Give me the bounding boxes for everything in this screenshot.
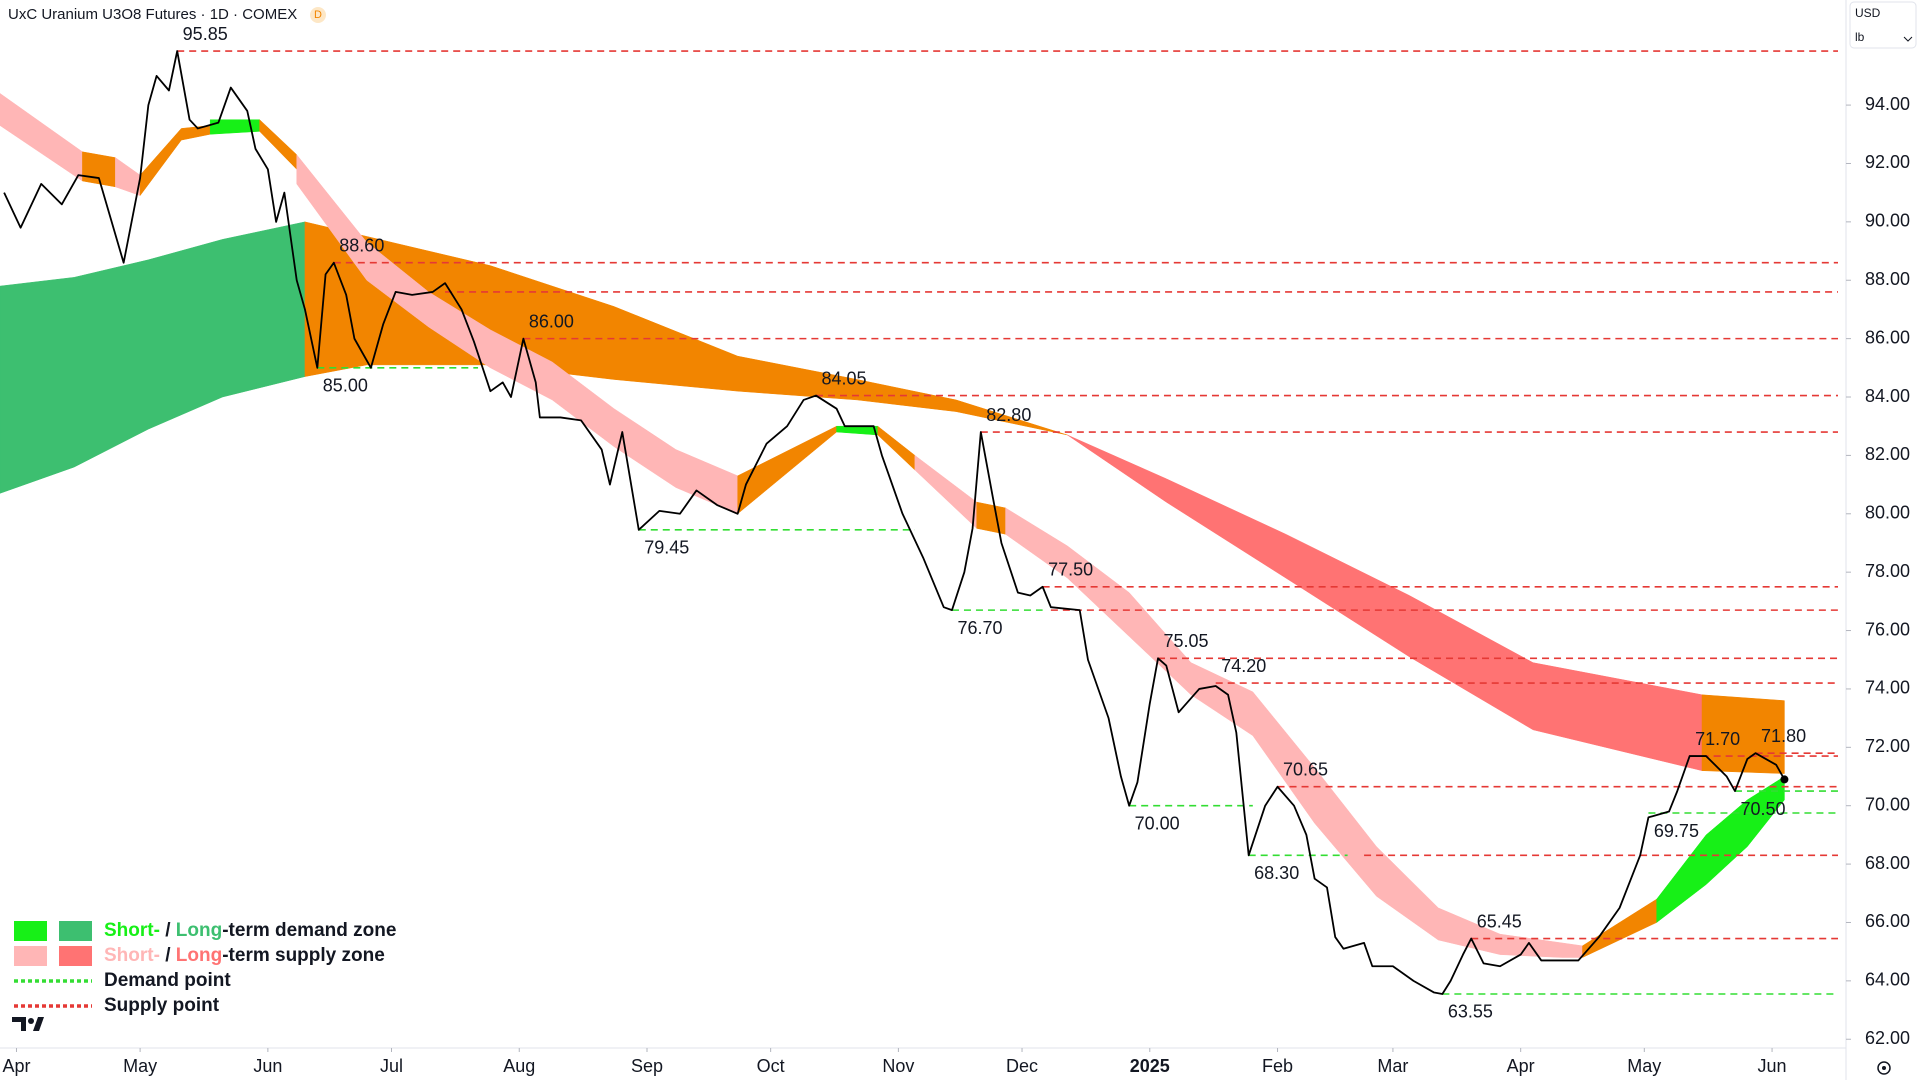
legend-part: Long xyxy=(176,945,222,966)
x-tick-label: 2025 xyxy=(1130,1056,1170,1076)
legend-part: Supply point xyxy=(104,995,220,1016)
zone-overlap xyxy=(139,125,211,197)
legend-part: Demand point xyxy=(104,970,231,991)
legend-part: Short- xyxy=(104,920,160,941)
currency[interactable]: USD xyxy=(1855,6,1881,20)
demand-point-label: 69.75 xyxy=(1654,821,1699,841)
tv-logo xyxy=(12,1017,44,1031)
legend-swatch xyxy=(14,946,47,966)
demand-point-label: 63.55 xyxy=(1448,1002,1493,1022)
x-tick-label: Oct xyxy=(757,1056,785,1076)
legend-part: Long xyxy=(176,920,222,941)
zone-long-supply xyxy=(1067,434,1703,771)
supply-point-label: 95.85 xyxy=(183,24,228,44)
legend-text: Short- / Long-term demand zone xyxy=(104,920,396,941)
legend-part: / xyxy=(160,920,176,941)
y-tick-label: 66.00 xyxy=(1865,911,1910,931)
x-tick-label: May xyxy=(1627,1056,1661,1076)
supply-point-label: 86.00 xyxy=(529,311,574,331)
unit[interactable]: lb xyxy=(1855,30,1865,44)
y-tick-label: 62.00 xyxy=(1865,1028,1910,1048)
supply-point-label: 75.05 xyxy=(1163,631,1208,651)
zone-overlap xyxy=(877,425,916,471)
last-price-dot xyxy=(1780,775,1789,784)
demand-point-label: 85.00 xyxy=(323,376,368,396)
x-tick-label: Sep xyxy=(631,1056,663,1076)
zone-long-demand xyxy=(0,221,306,494)
demand-point-label: 79.45 xyxy=(644,538,689,558)
zone-short-demand xyxy=(836,425,879,436)
legend-part: Short- xyxy=(104,945,160,966)
supply-point-label: 65.45 xyxy=(1477,911,1522,931)
demand-point-label: 68.30 xyxy=(1254,863,1299,883)
zone-short-demand xyxy=(1656,776,1785,923)
x-tick-label: Jul xyxy=(380,1056,403,1076)
badge-bg xyxy=(310,7,326,23)
dropdown-arrow xyxy=(1903,36,1913,42)
y-tick-label: 88.00 xyxy=(1865,269,1910,289)
legend-part: -term demand zone xyxy=(222,920,396,941)
zone-short-supply xyxy=(115,157,141,196)
x-tick-label: Nov xyxy=(882,1056,914,1076)
y-tick-label: 94.00 xyxy=(1865,94,1910,114)
zone-overlap xyxy=(976,501,1006,535)
y-tick-label: 92.00 xyxy=(1865,152,1910,172)
supply-point-label: 71.70 xyxy=(1695,729,1740,749)
y-tick-label: 74.00 xyxy=(1865,678,1910,698)
y-tick-label: 84.00 xyxy=(1865,386,1910,406)
legend-part: -term supply zone xyxy=(222,945,385,966)
legend-text: Short- / Long-term supply zone xyxy=(104,945,385,966)
x-tick-label: Apr xyxy=(1507,1056,1535,1076)
zone-short-supply xyxy=(0,93,83,182)
zone-short-supply xyxy=(914,454,977,529)
legend-part: / xyxy=(160,945,176,966)
unit-selector[interactable] xyxy=(1849,1,1917,49)
x-tick-label: Feb xyxy=(1262,1056,1293,1076)
legend-swatch xyxy=(59,921,92,941)
x-tick-label: Dec xyxy=(1006,1056,1038,1076)
y-tick-label: 80.00 xyxy=(1865,503,1910,523)
legend-swatch xyxy=(59,946,92,966)
x-tick-label: Mar xyxy=(1377,1056,1408,1076)
demand-point-label: 76.70 xyxy=(957,618,1002,638)
y-tick-label: 76.00 xyxy=(1865,619,1910,639)
chart-title: UxC Uranium U3O8 Futures · 1D · COMEX xyxy=(8,6,297,23)
zone-overlap xyxy=(259,119,297,170)
plot-area xyxy=(0,50,1838,995)
badge: D xyxy=(314,9,322,21)
settings-icon[interactable] xyxy=(1877,1061,1891,1075)
x-tick-label: Jun xyxy=(253,1056,282,1076)
y-tick-label: 72.00 xyxy=(1865,736,1910,756)
x-tick-label: Aug xyxy=(503,1056,535,1076)
y-tick-label: 64.00 xyxy=(1865,970,1910,990)
legend-text: Supply point xyxy=(104,995,220,1016)
supply-point-label: 71.80 xyxy=(1761,726,1806,746)
zone-overlap xyxy=(82,151,116,188)
x-tick-label: Jun xyxy=(1758,1056,1787,1076)
demand-point-label: 70.00 xyxy=(1135,813,1180,833)
y-tick-label: 78.00 xyxy=(1865,561,1910,581)
supply-point-label: 74.20 xyxy=(1221,656,1266,676)
supply-point-label: 88.60 xyxy=(339,235,384,255)
price-line xyxy=(3,50,1786,995)
y-tick-label: 86.00 xyxy=(1865,327,1910,347)
zone-overlap xyxy=(1701,694,1785,774)
supply-point-label: 84.05 xyxy=(821,368,866,388)
demand-point-label: 70.50 xyxy=(1740,799,1785,819)
supply-point-label: 82.80 xyxy=(986,405,1031,425)
y-tick-label: 68.00 xyxy=(1865,853,1910,873)
y-tick-label: 82.00 xyxy=(1865,444,1910,464)
x-tick-label: May xyxy=(123,1056,157,1076)
legend-swatch xyxy=(14,921,47,941)
zone-overlap xyxy=(304,221,1068,436)
legend-text: Demand point xyxy=(104,970,231,991)
y-tick-label: 70.00 xyxy=(1865,794,1910,814)
x-tick-label: Apr xyxy=(2,1056,30,1076)
supply-point-label: 70.65 xyxy=(1283,759,1328,779)
supply-point-label: 77.50 xyxy=(1048,560,1093,580)
y-tick-label: 90.00 xyxy=(1865,211,1910,231)
